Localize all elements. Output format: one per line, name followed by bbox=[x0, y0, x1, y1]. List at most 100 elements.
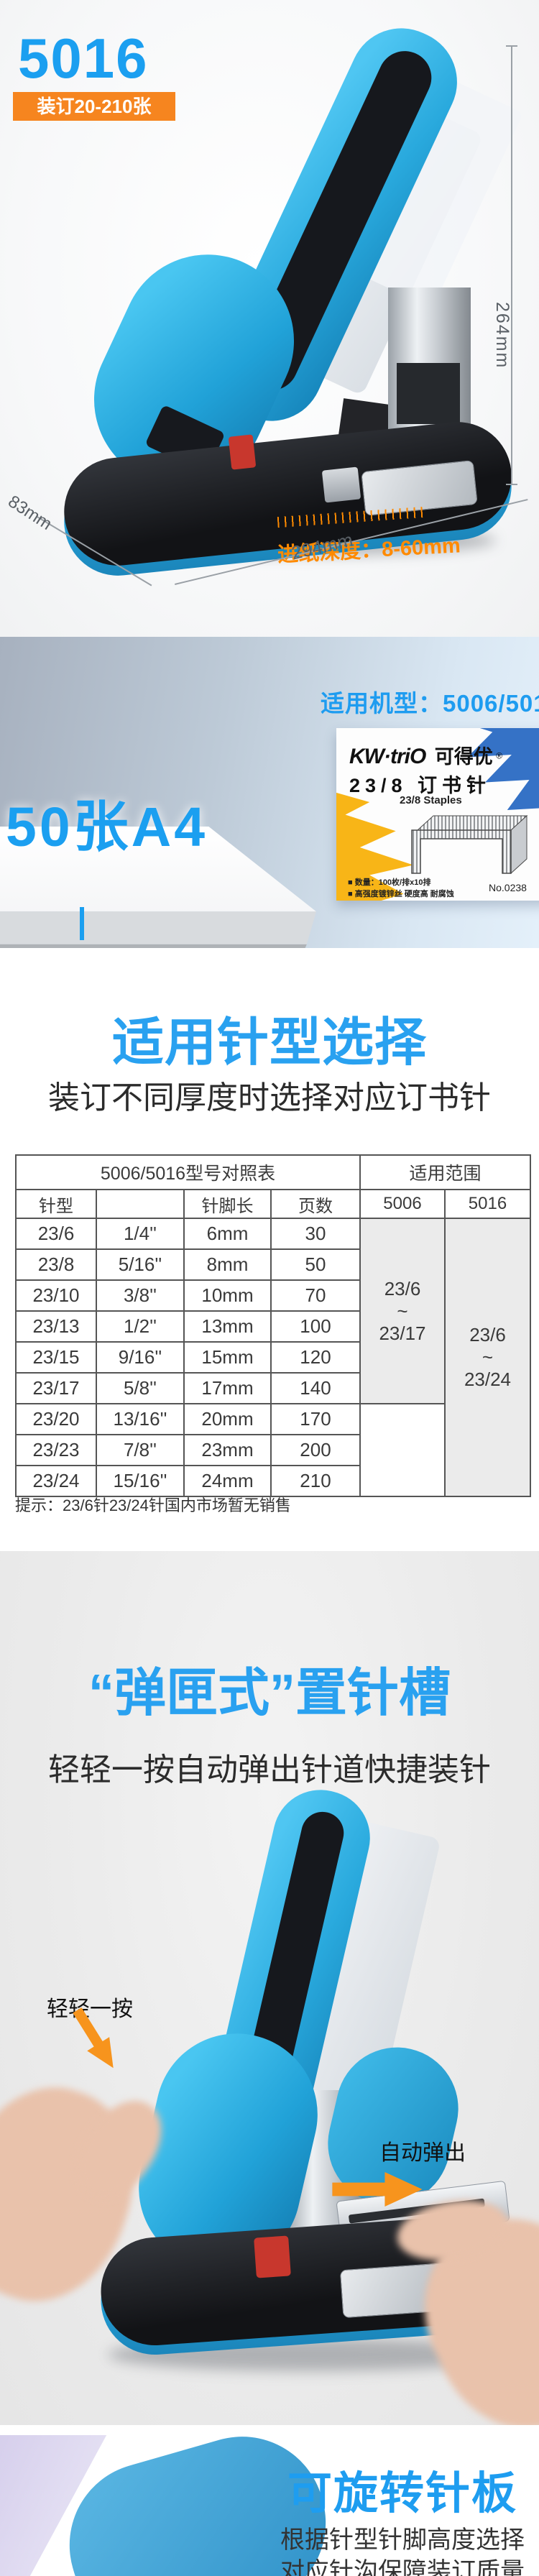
table-cell: 6mm bbox=[183, 1218, 272, 1250]
table-cell: 170 bbox=[270, 1403, 361, 1435]
range-from: 23/6 bbox=[384, 1277, 421, 1300]
table-cell: 23/8 bbox=[15, 1248, 97, 1281]
range-from: 23/6 bbox=[469, 1324, 506, 1346]
table-row: 23/23 7/8'' 23mm 200 bbox=[15, 1434, 530, 1466]
staple-box-brand-row: KW·triO 可得优 ® bbox=[349, 741, 502, 769]
staple-mark bbox=[80, 907, 84, 940]
paper-stack-side bbox=[0, 911, 316, 944]
table-row: 23/15 9/16'' 15mm 120 bbox=[15, 1341, 530, 1374]
table-row: 23/10 3/8'' 10mm 70 bbox=[15, 1279, 530, 1312]
range-to: 23/17 bbox=[379, 1322, 426, 1344]
table-cell: 23/13 bbox=[15, 1310, 97, 1343]
range-tilde: ~ bbox=[482, 1346, 494, 1368]
paper-stack-bottom-edge bbox=[0, 944, 307, 948]
table-scope-cell: 适用范围 bbox=[359, 1154, 531, 1190]
table-cell: 13/16'' bbox=[96, 1403, 185, 1435]
rotate-heading: 可旋转针板 bbox=[287, 2469, 517, 2518]
table-cell: 1/4'' bbox=[96, 1218, 185, 1250]
table-group-header-row: 5006/5016型号对照表 适用范围 bbox=[15, 1154, 531, 1190]
staple-spec-material: ■ 高强度镀锌丝 硬度高 耐腐蚀 bbox=[348, 890, 454, 898]
table-cell: 5/16'' bbox=[96, 1248, 185, 1281]
col-header-5006: 5006 bbox=[359, 1189, 446, 1219]
table-cell: 3/8'' bbox=[96, 1279, 185, 1312]
selection-subtitle: 装订不同厚度时选择对应订书针 bbox=[48, 1080, 491, 1116]
table-cell: 24mm bbox=[183, 1465, 272, 1497]
hero-section: 5016 装订20-210张 进纸深度：8-60mm 264mm bbox=[0, 0, 539, 637]
press-annotation: 轻轻一按 bbox=[47, 1997, 133, 2021]
eject-arrow-icon bbox=[332, 2172, 423, 2207]
table-row: 23/24 15/16'' 24mm 210 bbox=[15, 1465, 530, 1497]
col-header-5016: 5016 bbox=[444, 1189, 531, 1219]
dimension-cap-top bbox=[506, 45, 517, 47]
capacity-label: 50张A4 bbox=[6, 796, 208, 858]
compatible-models-label: 适用机型：5006/5016 bbox=[321, 690, 539, 717]
table-cell: 23/15 bbox=[15, 1341, 97, 1374]
range-5006: 23/6 ~ 23/17 bbox=[361, 1278, 444, 1345]
table-column-header-row: 针型 针脚长 页数 5006 5016 bbox=[15, 1189, 531, 1219]
brand-name-cn: 可得优 bbox=[434, 746, 493, 768]
table-cell: 23mm bbox=[183, 1434, 272, 1466]
dimension-cap-bottom bbox=[506, 484, 517, 485]
table-cell: 7/8'' bbox=[96, 1434, 185, 1466]
table-cell: 200 bbox=[270, 1434, 361, 1466]
staple-box: KW·triO 可得优 ® 23/8 订书针 23/8 Staples ■ 数量… bbox=[336, 728, 539, 901]
stapler-metal-chip bbox=[321, 466, 361, 503]
table-row: 23/13 1/2'' 13mm 100 bbox=[15, 1310, 530, 1343]
selection-note: 提示：23/6针23/24针国内市场暂无销售 bbox=[15, 1496, 291, 1514]
selection-section: 适用针型选择 装订不同厚度时选择对应订书针 5006/5016型号对照表 适用范… bbox=[0, 948, 539, 1551]
table-cell: 120 bbox=[270, 1341, 361, 1374]
table-cell: 70 bbox=[270, 1279, 361, 1312]
table-row: 23/8 5/16'' 8mm 50 bbox=[15, 1248, 530, 1281]
empty-range-cell-5006 bbox=[359, 1403, 446, 1497]
range-cell-5016: 23/6 ~ 23/24 bbox=[444, 1218, 531, 1497]
staple-product-name-cn: 23/8 订书针 bbox=[349, 775, 492, 796]
height-dimension-line bbox=[511, 46, 512, 484]
table-title-cell: 5006/5016型号对照表 bbox=[15, 1154, 361, 1190]
binding-capacity-badge: 装订20-210张 bbox=[13, 92, 175, 121]
table-row: 23/17 5/8'' 17mm 140 bbox=[15, 1372, 530, 1404]
table-cell: 210 bbox=[270, 1465, 361, 1497]
range-5016: 23/6 ~ 23/24 bbox=[446, 1324, 530, 1391]
magazine-heading: “弹匣式”置针槽 bbox=[88, 1665, 451, 1722]
table-cell: 13mm bbox=[183, 1310, 272, 1343]
table-cell: 30 bbox=[270, 1218, 361, 1250]
table-cell: 23/24 bbox=[15, 1465, 97, 1497]
table-cell: 17mm bbox=[183, 1372, 272, 1404]
depth-dimension-label: 83mm bbox=[4, 492, 55, 535]
height-dimension-label: 264mm bbox=[492, 302, 512, 369]
table-cell: 100 bbox=[270, 1310, 361, 1343]
range-cell-5006: 23/6 ~ 23/17 bbox=[359, 1218, 446, 1404]
table-cell: 23/17 bbox=[15, 1372, 97, 1404]
rotate-description-line2: 对应针沟保障装订质量 bbox=[280, 2558, 525, 2576]
table-cell: 9/16'' bbox=[96, 1341, 185, 1374]
table-cell: 1/2'' bbox=[96, 1310, 185, 1343]
stapler-head-slot bbox=[397, 363, 460, 424]
rotate-section: 可旋转针板 根据针型针脚高度选择 对应针沟保障装订质量 bbox=[0, 2425, 539, 2576]
table-cell: 15/16'' bbox=[96, 1465, 185, 1497]
table-cell: 140 bbox=[270, 1372, 361, 1404]
table-cell: 20mm bbox=[183, 1403, 272, 1435]
staple-illustration bbox=[411, 814, 528, 875]
range-to: 23/24 bbox=[464, 1368, 512, 1390]
rotate-description-line1: 根据针型针脚高度选择 bbox=[280, 2526, 525, 2554]
table-cell: 23/6 bbox=[15, 1218, 97, 1250]
table-cell: 8mm bbox=[183, 1248, 272, 1281]
staple-spec-table: 5006/5016型号对照表 适用范围 针型 针脚长 页数 5006 5016 … bbox=[15, 1154, 531, 1497]
table-cell: 10mm bbox=[183, 1279, 272, 1312]
table-cell: 23/10 bbox=[15, 1279, 97, 1312]
staple-product-name-en: 23/8 Staples bbox=[400, 794, 462, 806]
col-header-needle-type: 针型 bbox=[15, 1189, 97, 1219]
stapler-red-lever bbox=[254, 2235, 291, 2278]
stapler-red-lever bbox=[228, 434, 257, 470]
table-row: 23/6 1/4'' 6mm 30 23/6 ~ 23/17 23/6 bbox=[15, 1218, 531, 1497]
col-header-inch bbox=[96, 1189, 185, 1219]
table-cell: 5/8'' bbox=[96, 1372, 185, 1404]
eject-annotation: 自动弹出 bbox=[379, 2141, 466, 2165]
model-title: 5016 bbox=[18, 27, 149, 90]
staple-spec-quantity: ■ 数量：100枚/排x10排 bbox=[348, 878, 431, 887]
table-cell: 23/20 bbox=[15, 1403, 97, 1435]
press-arrow-icon bbox=[73, 2007, 114, 2069]
col-header-leg-length: 针脚长 bbox=[183, 1189, 272, 1219]
range-tilde: ~ bbox=[397, 1300, 408, 1322]
staples-section: 适用机型：5006/5016 KW·triO 可得优 ® 23/8 订书针 23… bbox=[0, 637, 539, 948]
